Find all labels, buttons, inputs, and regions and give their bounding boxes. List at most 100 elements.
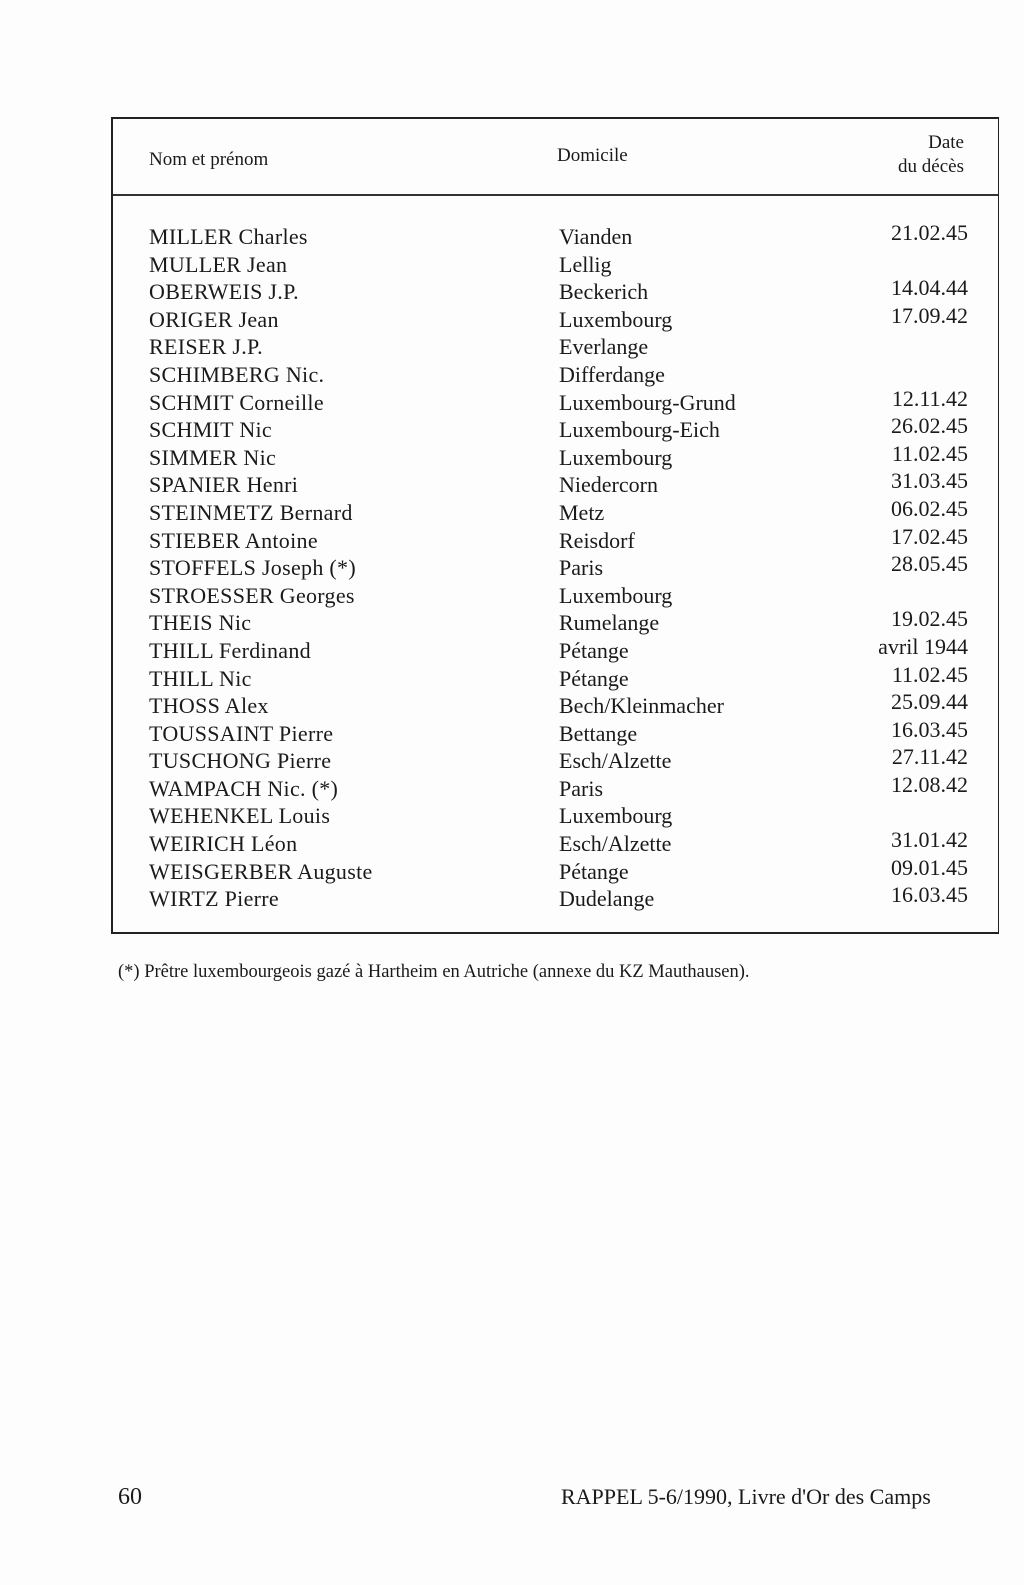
cell-date: 28.05.45 [891,551,968,577]
footnote: (*) Prêtre luxembourgeois gazé à Harthei… [118,962,750,982]
header-date-line2: du décès [898,156,964,177]
cell-date: 11.02.45 [891,661,968,687]
cell-name: REISER J.P. [149,334,263,360]
cell-date: 17.02.45 [891,523,968,549]
cell-name: SCHIMBERG Nic. [149,361,325,387]
header-date-line1: Date [928,132,964,153]
cell-name: WEIRICH Léon [149,831,298,857]
cell-domicile: Pétange [559,858,629,884]
cell-name: WEHENKEL Louis [149,803,331,829]
table-row: ORIGER Jean Luxembourg 17.09.42 [113,303,998,335]
table-row: STOFFELS Joseph (*) Paris 28.05.45 [113,551,998,583]
table-row: SPANIER Henri Niedercorn 31.03.45 [113,468,998,500]
cell-name: TOUSSAINT Pierre [149,720,334,746]
cell-name: STROESSER Georges [149,582,355,608]
cell-name: THEIS Nic [149,610,252,636]
table-row: WEHENKEL Louis Luxembourg [113,803,998,831]
table-row: TOUSSAINT Pierre Bettange 16.03.45 [113,717,998,749]
cell-domicile: Luxembourg [559,803,673,829]
cell-date: 12.11.42 [891,385,968,411]
table-row: TUSCHONG Pierre Esch/Alzette 27.11.42 [113,744,998,776]
cell-domicile: Vianden [559,224,633,249]
cell-name: MILLER Charles [149,224,308,249]
cell-name: STOFFELS Joseph (*) [149,555,356,581]
cell-date: 11.02.45 [891,440,968,466]
table-row: SCHMIT Corneille Luxembourg-Grund 12.11.42 [113,386,998,418]
cell-domicile: Bech/Kleinmacher [559,693,724,719]
cell-date: 16.03.45 [891,716,968,742]
cell-domicile: Everlange [559,334,649,360]
cell-name: STIEBER Antoine [149,527,318,553]
cell-date: 09.01.45 [891,854,968,880]
cell-domicile: Esch/Alzette [559,748,672,774]
table-row: THEIS Nic Rumelange 19.02.45 [113,606,998,638]
cell-domicile: Luxembourg-Grund [559,389,736,415]
cell-domicile: Lellig [559,251,612,277]
cell-name: MULLER Jean [149,251,288,277]
cell-name: ORIGER Jean [149,306,279,332]
cell-name: SIMMER Nic [149,444,277,470]
cell-domicile: Luxembourg [559,444,673,470]
table-row: SIMMER Nic Luxembourg 11.02.45 [113,441,998,473]
cell-date: 27.11.42 [891,744,968,770]
cell-date: 26.02.45 [891,413,968,439]
cell-domicile: Differdange [559,361,665,387]
cell-date: 31.01.42 [891,827,968,853]
table-row: THILL Nic Pétange 11.02.45 [113,662,998,694]
header-domicile: Domicile [557,145,628,166]
cell-name: THILL Ferdinand [149,637,311,663]
cell-name: THILL Nic [149,665,252,691]
cell-date: avril 1944 [878,633,968,659]
cell-date: 06.02.45 [891,495,968,521]
table-row: SCHMIT Nic Luxembourg-Eich 26.02.45 [113,413,998,445]
table-body: MILLER Charles Vianden 21.02.45 MULLER Jean… [113,220,998,914]
table-row: MULLER Jean Lellig [113,252,998,280]
cell-domicile: Niedercorn [559,472,658,498]
table-row: STROESSER Georges Luxembourg [113,583,998,611]
running-title: RAPPEL 5-6/1990, Livre d'Or des Camps [561,1484,931,1509]
table-row: THOSS Alex Bech/Kleinmacher 25.09.44 [113,689,998,721]
cell-date: 16.03.45 [891,882,968,908]
cell-name: TUSCHONG Pierre [149,748,332,774]
cell-domicile: Pétange [559,665,629,691]
table-row: THILL Ferdinand Pétange avril 1944 [113,634,998,666]
table-row: REISER J.P. Everlange [113,334,998,362]
cell-name: OBERWEIS J.P. [149,279,299,305]
cell-name: THOSS Alex [149,693,269,719]
table-row: MILLER Charles Vianden 21.02.45 [113,220,998,252]
table-row: WIRTZ Pierre Dudelange 16.03.45 [113,882,998,914]
cell-name: WIRTZ Pierre [149,886,279,912]
cell-date: 19.02.45 [891,606,968,632]
page-number: 60 [118,1484,142,1510]
header-divider [113,194,998,196]
table-row: WAMPACH Nic. (*) Paris 12.08.42 [113,772,998,804]
cell-domicile: Metz [559,499,605,525]
cell-domicile: Luxembourg [559,306,673,332]
table-row: OBERWEIS J.P. Beckerich 14.04.44 [113,275,998,307]
cell-domicile: Luxembourg [559,582,673,608]
header-name: Nom et prénom [149,149,269,170]
cell-date: 14.04.44 [891,275,968,301]
cell-name: WAMPACH Nic. (*) [149,775,339,801]
cell-domicile: Luxembourg-Eich [559,417,720,443]
cell-domicile: Dudelange [559,886,655,912]
cell-domicile: Reisdorf [559,527,635,553]
cell-domicile: Rumelange [559,610,660,636]
cell-domicile: Bettange [559,720,638,746]
cell-domicile: Esch/Alzette [559,831,672,857]
cell-name: SCHMIT Nic [149,417,272,443]
cell-domicile: Beckerich [559,279,649,305]
cell-name: WEISGERBER Auguste [149,858,373,884]
header-date: Date du décès [898,131,964,179]
table-row: SCHIMBERG Nic. Differdange [113,362,998,390]
cell-domicile: Pétange [559,637,629,663]
cell-date: 21.02.45 [891,220,968,245]
cell-name: SPANIER Henri [149,472,299,498]
cell-name: STEINMETZ Bernard [149,499,353,525]
table-row: STIEBER Antoine Reisdorf 17.02.45 [113,524,998,556]
victims-table: Nom et prénom Domicile Date du décès MIL… [111,117,999,934]
cell-date: 17.09.42 [891,302,968,328]
cell-domicile: Paris [559,555,603,581]
table-row: STEINMETZ Bernard Metz 06.02.45 [113,496,998,528]
